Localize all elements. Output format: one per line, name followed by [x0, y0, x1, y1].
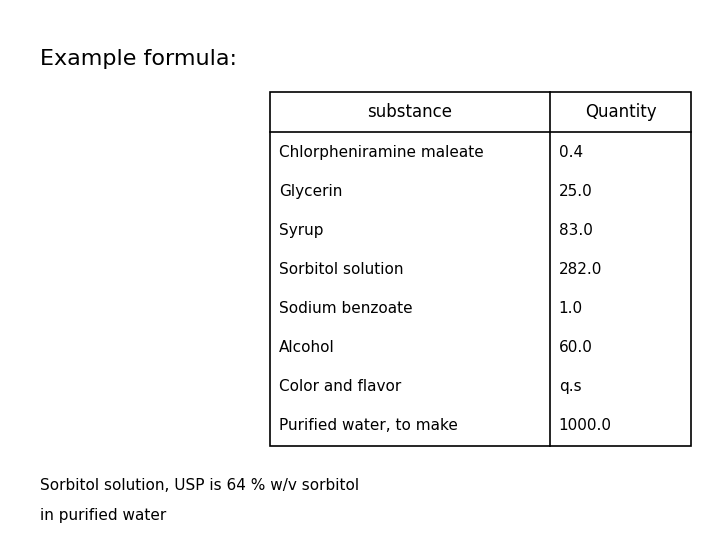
Text: Glycerin: Glycerin — [279, 184, 342, 199]
Text: Example formula:: Example formula: — [40, 49, 237, 69]
Text: in purified water: in purified water — [40, 508, 166, 523]
Text: 1000.0: 1000.0 — [559, 418, 612, 434]
Text: 1.0: 1.0 — [559, 301, 583, 316]
Text: Sorbitol solution, USP is 64 % w/v sorbitol: Sorbitol solution, USP is 64 % w/v sorbi… — [40, 478, 359, 493]
Text: Sodium benzoate: Sodium benzoate — [279, 301, 413, 316]
Text: Alcohol: Alcohol — [279, 340, 334, 355]
Text: 60.0: 60.0 — [559, 340, 593, 355]
Text: Chlorpheniramine maleate: Chlorpheniramine maleate — [279, 145, 483, 159]
Text: Sorbitol solution: Sorbitol solution — [279, 262, 403, 277]
Text: 25.0: 25.0 — [559, 184, 593, 199]
Text: substance: substance — [367, 103, 453, 121]
Text: Purified water, to make: Purified water, to make — [279, 418, 457, 434]
Text: q.s: q.s — [559, 379, 581, 394]
Text: 282.0: 282.0 — [559, 262, 602, 277]
Text: Syrup: Syrup — [279, 223, 323, 238]
Text: 0.4: 0.4 — [559, 145, 583, 159]
Text: 83.0: 83.0 — [559, 223, 593, 238]
Text: Quantity: Quantity — [585, 103, 657, 121]
Text: Color and flavor: Color and flavor — [279, 379, 401, 394]
